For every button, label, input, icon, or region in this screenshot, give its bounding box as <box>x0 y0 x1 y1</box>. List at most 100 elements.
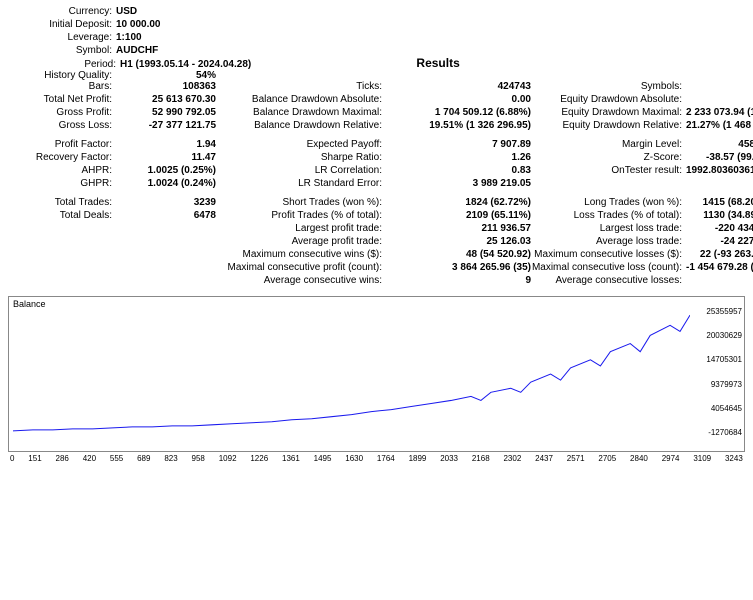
stat-value: 3 864 265.96 (35) <box>386 262 531 273</box>
y-tick: 25355957 <box>692 307 742 316</box>
stat-label: Equity Drawdown Relative: <box>531 120 686 131</box>
stat-value: 22 (-93 263.43) <box>686 249 753 260</box>
stat-value: 1 <box>686 81 753 92</box>
stat-value: 2 233 073.94 (18.83%) <box>686 107 753 118</box>
stat-value: 1992.803603615916 <box>686 165 753 176</box>
results-title: Results <box>251 56 745 70</box>
stat-label: Recovery Factor: <box>8 152 116 163</box>
stat-label: Gross Profit: <box>8 107 116 118</box>
x-tick: 2302 <box>503 454 521 463</box>
hq-label: History Quality: <box>8 70 116 81</box>
deposit-value: 10 000.00 <box>116 19 745 30</box>
stat-label: Average loss trade: <box>531 236 686 247</box>
stat-label: Average consecutive wins: <box>216 275 386 286</box>
y-tick: 9379973 <box>692 380 742 389</box>
stat-value: 48 (54 520.92) <box>386 249 531 260</box>
stat-label: Balance Drawdown Maximal: <box>216 107 386 118</box>
period-label: Period: <box>8 59 120 70</box>
stat-label: Short Trades (won %): <box>216 197 386 208</box>
stat-value: 1.0024 (0.24%) <box>116 178 216 189</box>
stat-value: 11.47 <box>116 152 216 163</box>
y-axis-labels: 25355957200306291470530193799734054645-1… <box>692 307 742 437</box>
stat-label: Long Trades (won %): <box>531 197 686 208</box>
header-block: Currency: USD Initial Deposit: 10 000.00… <box>8 6 745 56</box>
leverage-label: Leverage: <box>8 32 116 43</box>
stat-value: 5 <box>686 275 753 286</box>
stat-label <box>8 236 116 247</box>
balance-line <box>13 307 690 437</box>
stat-value: 7 907.89 <box>386 139 531 150</box>
x-tick: 823 <box>164 454 177 463</box>
stat-label: Total Trades: <box>8 197 116 208</box>
y-tick: 14705301 <box>692 355 742 364</box>
x-tick: 2168 <box>472 454 490 463</box>
stat-label <box>8 275 116 286</box>
stat-label: Equity Drawdown Absolute: <box>531 94 686 105</box>
symbol-value: AUDCHF <box>116 45 745 56</box>
symbol-label: Symbol: <box>8 45 116 56</box>
x-tick: 1495 <box>314 454 332 463</box>
stat-label: Largest profit trade: <box>216 223 386 234</box>
stat-value <box>116 262 216 273</box>
stat-label: Balance Drawdown Absolute: <box>216 94 386 105</box>
stat-value: 6478 <box>116 210 216 221</box>
x-tick: 2437 <box>535 454 553 463</box>
stat-label: Average consecutive losses: <box>531 275 686 286</box>
x-tick: 1226 <box>250 454 268 463</box>
x-tick: 1764 <box>377 454 395 463</box>
x-tick: 1361 <box>282 454 300 463</box>
stat-value: 1415 (68.20%) <box>686 197 753 208</box>
y-tick: 20030629 <box>692 331 742 340</box>
stat-value: -27 377 121.75 <box>116 120 216 131</box>
stat-label: Bars: <box>8 81 116 92</box>
stat-label: Expected Payoff: <box>216 139 386 150</box>
stat-label: Profit Factor: <box>8 139 116 150</box>
stat-value: 1.26 <box>386 152 531 163</box>
stat-value <box>116 223 216 234</box>
stat-label: OnTester result: <box>531 165 686 176</box>
stat-value: -1 454 679.28 (14) <box>686 262 753 273</box>
stat-label: Maximal consecutive profit (count): <box>216 262 386 273</box>
currency-label: Currency: <box>8 6 116 17</box>
stat-value: 458.56% <box>686 139 753 150</box>
stat-value <box>116 275 216 286</box>
stat-value: 1824 (62.72%) <box>386 197 531 208</box>
leverage-value: 1:100 <box>116 32 745 43</box>
stat-value: -220 434.76 <box>686 223 753 234</box>
stat-value: -24 227.54 <box>686 236 753 247</box>
x-tick: 286 <box>56 454 69 463</box>
stat-value: 1.0025 (0.25%) <box>116 165 216 176</box>
stat-label: Total Deals: <box>8 210 116 221</box>
stat-value: 25 613 670.30 <box>116 94 216 105</box>
stat-value: 1130 (34.89%) <box>686 210 753 221</box>
stat-label: Equity Drawdown Maximal: <box>531 107 686 118</box>
stat-label <box>8 262 116 273</box>
stat-value: 1.94 <box>116 139 216 150</box>
stat-label: Profit Trades (% of total): <box>216 210 386 221</box>
stat-label: Maximal consecutive loss (count): <box>531 262 686 273</box>
deposit-label: Initial Deposit: <box>8 19 116 30</box>
stat-label: Symbols: <box>531 81 686 92</box>
stat-value: 52 990 792.05 <box>116 107 216 118</box>
stat-value: 21.27% (1 468 154.07) <box>686 120 753 131</box>
stat-label: Loss Trades (% of total): <box>531 210 686 221</box>
stat-value: 0.83 <box>386 165 531 176</box>
x-tick: 420 <box>83 454 96 463</box>
y-tick: -1270684 <box>692 428 742 437</box>
stat-label <box>531 178 686 189</box>
stat-value <box>116 236 216 247</box>
x-tick: 1899 <box>409 454 427 463</box>
stat-value: 424743 <box>386 81 531 92</box>
stat-value: 25 126.03 <box>386 236 531 247</box>
stat-value: 0.00 <box>386 94 531 105</box>
x-tick: 689 <box>137 454 150 463</box>
stat-label <box>8 223 116 234</box>
stat-label: Maximum consecutive wins ($): <box>216 249 386 260</box>
stat-value: 1 704 509.12 (6.88%) <box>386 107 531 118</box>
x-tick: 3109 <box>693 454 711 463</box>
stat-label: Z-Score: <box>531 152 686 163</box>
x-tick: 2705 <box>598 454 616 463</box>
stat-value: 211 936.57 <box>386 223 531 234</box>
stats-block-2: Profit Factor:1.94Expected Payoff:7 907.… <box>8 139 745 189</box>
stat-label: Balance Drawdown Relative: <box>216 120 386 131</box>
